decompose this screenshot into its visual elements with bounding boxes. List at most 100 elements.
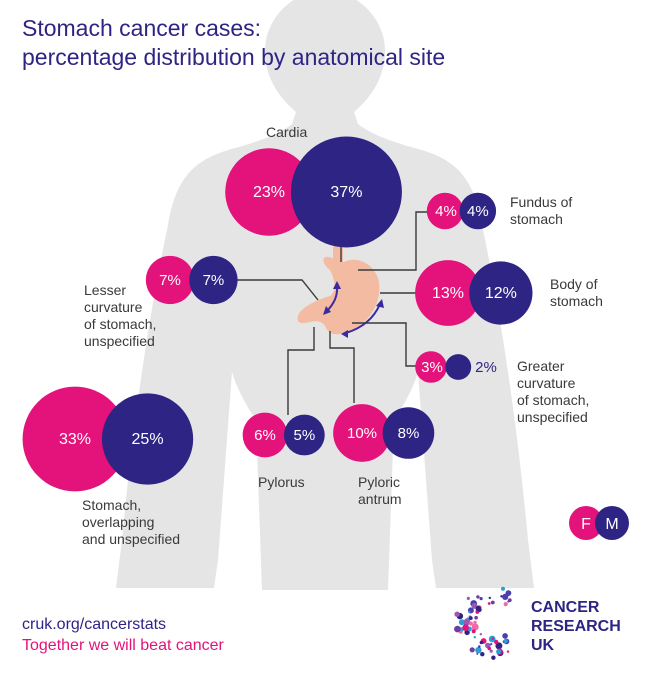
bubble-female-body bbox=[415, 260, 481, 326]
logo-dot bbox=[490, 643, 493, 646]
logo-dot bbox=[458, 619, 465, 626]
value-label-male-fundus: 4% bbox=[467, 203, 489, 220]
label-line: and unspecified bbox=[82, 531, 181, 547]
logo-dot bbox=[487, 646, 492, 651]
logo-dot bbox=[502, 593, 509, 601]
label-line: of stomach, bbox=[84, 316, 157, 332]
logo-dot bbox=[480, 652, 485, 657]
bubbles: 23% 37% 4% 4% 7% 7% 13% 12% 3% 2% 33% 25% 6% 5% 10% 8% bbox=[22, 136, 533, 492]
logo-line: RESEARCH bbox=[531, 618, 621, 635]
logo-dot bbox=[462, 624, 469, 631]
label-line: stomach bbox=[550, 293, 603, 309]
logo-dot bbox=[463, 618, 471, 625]
logo-dot bbox=[479, 633, 482, 636]
arrow-head bbox=[333, 281, 341, 289]
label-line: Pyloric bbox=[358, 474, 401, 490]
logo-dot bbox=[490, 600, 495, 605]
logo-dot bbox=[471, 623, 479, 631]
value-label-male-greater-curvature: 2% bbox=[475, 359, 497, 376]
value-label-female-cardia: 23% bbox=[253, 184, 285, 201]
logo-dot bbox=[491, 655, 496, 660]
value-label-female-fundus: 4% bbox=[435, 203, 457, 220]
legend-male-label: M bbox=[605, 516, 618, 533]
value-label-male-pyloric-antrum: 8% bbox=[398, 425, 420, 442]
bubble-male-cardia bbox=[290, 136, 402, 248]
logo-dot bbox=[454, 625, 461, 633]
logo-dot bbox=[475, 647, 482, 654]
value-label-male-overlapping: 25% bbox=[132, 431, 164, 448]
leader-fundus bbox=[358, 211, 430, 271]
logo-line: CANCER bbox=[531, 599, 600, 616]
value-label-female-overlapping: 33% bbox=[59, 431, 91, 448]
label-line: Greater bbox=[517, 358, 565, 374]
logo-dot bbox=[474, 615, 478, 620]
label-fundus: Fundus of stomach bbox=[510, 194, 572, 228]
value-label-male-body: 12% bbox=[485, 285, 517, 302]
leader-lesser bbox=[235, 279, 319, 301]
leader-greater bbox=[352, 322, 418, 367]
logo-dot bbox=[478, 645, 481, 648]
bubble-female-overlapping bbox=[22, 386, 128, 492]
logo-dot bbox=[471, 629, 476, 634]
logo-dot bbox=[468, 616, 473, 620]
logo-dot bbox=[479, 640, 484, 645]
label-greater-curvature: Greater curvature of stomach, unspecifie… bbox=[517, 358, 589, 426]
label-line: Body of bbox=[550, 276, 598, 292]
stomach-shape bbox=[297, 256, 380, 335]
label-line: stomach bbox=[510, 211, 563, 227]
chart-title: Stomach cancer cases: percentage distrib… bbox=[22, 14, 445, 72]
logo-dot bbox=[494, 639, 499, 645]
label-line: overlapping bbox=[82, 514, 155, 530]
logo-dot bbox=[469, 621, 473, 626]
logo-wordmark: CANCER RESEARCH UK bbox=[531, 598, 621, 655]
slogan: Together we will beat cancer bbox=[22, 637, 224, 654]
bubble-male-pyloric-antrum bbox=[382, 407, 435, 459]
bubble-male-lesser-curvature bbox=[189, 255, 238, 305]
label-lesser-curvature: Lesser curvature of stomach, unspecified bbox=[84, 282, 156, 350]
cancer-research-logo-icon bbox=[454, 586, 512, 660]
arrow-head bbox=[376, 299, 384, 308]
label-line: unspecified bbox=[84, 333, 155, 349]
logo-dot bbox=[507, 598, 512, 603]
leader-pylorus bbox=[287, 327, 315, 415]
bubble-male-body bbox=[469, 261, 533, 325]
label-pylorus: Pylorus bbox=[258, 474, 305, 491]
label-overlapping: Stomach, overlapping and unspecified bbox=[82, 497, 180, 548]
logo-dot bbox=[476, 652, 479, 655]
label-line: Pylorus bbox=[258, 474, 305, 490]
label-line: Cardia bbox=[266, 124, 308, 140]
legend: F M bbox=[569, 506, 629, 540]
logo-dot bbox=[473, 636, 476, 639]
logo-dot bbox=[469, 647, 475, 653]
bubble-female-fundus bbox=[426, 192, 464, 230]
label-line: curvature bbox=[84, 299, 143, 315]
logo-dot bbox=[468, 610, 471, 614]
cancerstats-link[interactable]: cruk.org/cancerstats bbox=[22, 616, 167, 633]
label-cardia: Cardia bbox=[266, 124, 307, 141]
logo-dot bbox=[475, 605, 482, 612]
legend-female-label: F bbox=[581, 516, 591, 533]
value-label-female-pylorus: 6% bbox=[254, 427, 276, 444]
logo-dot bbox=[491, 637, 494, 640]
logo-dot bbox=[496, 649, 502, 655]
logo-dot bbox=[495, 642, 503, 650]
value-label-female-body: 13% bbox=[432, 285, 464, 302]
logo-dot bbox=[476, 595, 480, 599]
logo-dot bbox=[466, 596, 470, 601]
logo-dot bbox=[501, 586, 505, 591]
value-label-female-greater-curvature: 3% bbox=[421, 359, 443, 376]
logo-line: UK bbox=[531, 637, 555, 654]
value-label-male-cardia: 37% bbox=[330, 184, 362, 201]
logo-dot bbox=[500, 595, 503, 598]
leader-antrum bbox=[329, 331, 355, 403]
label-line: unspecified bbox=[517, 409, 588, 425]
logo-dot bbox=[488, 596, 491, 600]
value-label-male-lesser-curvature: 7% bbox=[203, 272, 225, 289]
legend-male-dot bbox=[595, 506, 629, 540]
label-line: Stomach, bbox=[82, 497, 142, 513]
arrow-head bbox=[323, 306, 331, 315]
logo-dot bbox=[454, 611, 460, 617]
value-label-female-pyloric-antrum: 10% bbox=[347, 425, 377, 442]
